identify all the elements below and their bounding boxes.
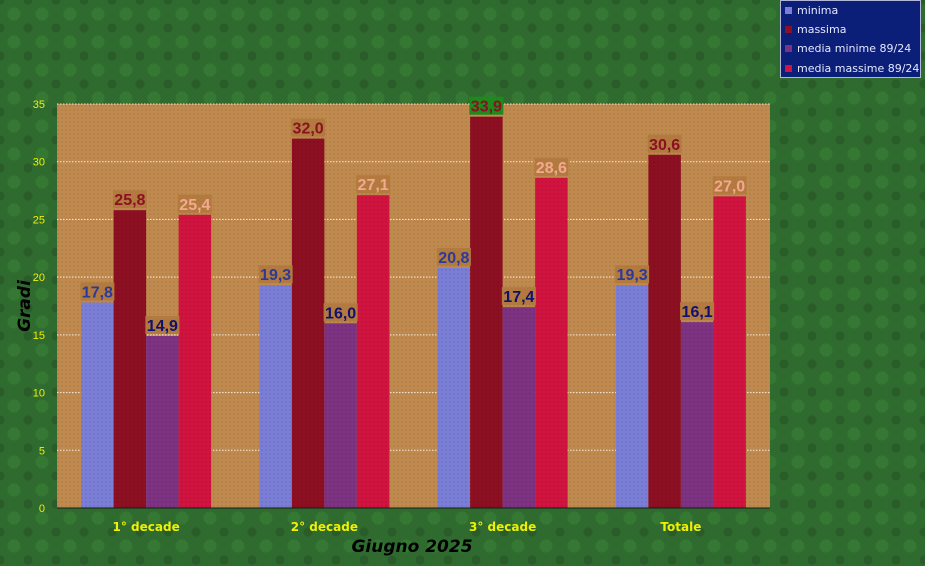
data-label: 27,1 [358,177,389,194]
bar-texture [356,195,390,508]
y-tick-label: 10 [33,388,45,400]
x-category-label: 2° decade [291,520,358,534]
y-tick-label: 5 [39,445,45,457]
legend-label-minima: minima [797,3,839,17]
data-label: 19,3 [617,267,648,284]
bar-texture [615,285,649,508]
y-tick-label: 35 [33,99,45,111]
legend-swatch-media-minime [785,44,792,52]
y-tick-label: 15 [33,330,45,342]
data-label-box [258,265,293,284]
bar-texture [648,154,681,508]
bar-texture [291,138,325,508]
y-tick-label: 0 [39,503,45,515]
data-label: 14,9 [147,318,178,335]
data-label: 16,1 [682,304,713,321]
data-label: 28,6 [536,160,567,177]
data-label-box [469,96,504,115]
data-label: 19,3 [260,267,291,284]
x-axis-categories: 1° decade 2° decade 3° decade Totale [113,520,702,534]
legend-item-minima: minima [785,2,838,18]
data-label: 25,4 [179,197,210,214]
data-label: 20,8 [438,250,469,267]
data-label-box [436,247,471,266]
x-category-label: 1° decade [113,520,180,534]
bar-texture [81,302,114,508]
data-label-box [615,265,650,284]
data-label: 17,4 [503,289,534,306]
legend-item-media-minime: media minime 89/24 [785,40,911,56]
data-label-box [501,287,536,306]
bar-texture [502,307,536,508]
data-label-box [356,175,391,194]
legend-item-media-massime: media massime 89/24 [785,60,919,76]
bar-texture [470,116,503,508]
x-category-label: Totale [660,520,701,534]
legend-label-media-minime: media minime 89/24 [797,41,912,55]
data-label: 30,6 [649,137,680,154]
data-labels: 17,8 25,8 14,9 25,4 19,3 32,0 16,0 27,1 20,8 33,9… [80,96,747,335]
data-label-box [177,194,212,213]
data-label: 32,0 [293,121,324,138]
data-label: 33,9 [471,99,502,116]
legend-swatch-media-massime [785,64,792,72]
data-label-box [112,190,147,209]
bar-texture [535,177,568,509]
bar-texture [437,267,471,508]
data-label: 16,0 [325,305,356,322]
legend: minima massima media minime 89/24 media … [780,0,921,78]
bars [81,116,746,509]
data-label-box [712,176,747,195]
y-axis-title: Gradi [15,279,35,332]
bar-texture [146,336,179,508]
legend-swatch-minima [785,6,792,14]
bar-texture [680,322,714,508]
x-axis-title: Giugno 2025 [351,537,472,557]
data-label-box [145,316,180,335]
data-label-box [647,134,682,153]
legend-label-media-massime: media massime 89/24 [797,61,920,75]
legend-label-massima: massima [797,22,847,36]
data-label: 25,8 [114,192,145,209]
bar-texture [713,196,746,509]
x-category-label: 3° decade [469,520,536,534]
y-axis-ticks: 0 5 10 15 20 25 30 35 [33,99,45,515]
bar-texture [259,285,292,508]
data-label-box [323,303,358,322]
data-label: 27,0 [714,178,745,195]
bar-texture [178,214,212,508]
legend-item-massima: massima [785,21,846,37]
bar-texture [113,210,147,509]
bar-texture [324,323,357,508]
y-tick-label: 25 [33,214,45,226]
y-tick-label: 20 [33,272,45,284]
data-label-box [291,118,326,137]
data-label-box [680,302,715,321]
legend-swatch-massima [785,25,792,33]
data-label: 17,8 [82,285,113,302]
data-label-box [534,157,569,176]
y-tick-label: 30 [33,157,45,169]
data-label-box [80,282,115,301]
